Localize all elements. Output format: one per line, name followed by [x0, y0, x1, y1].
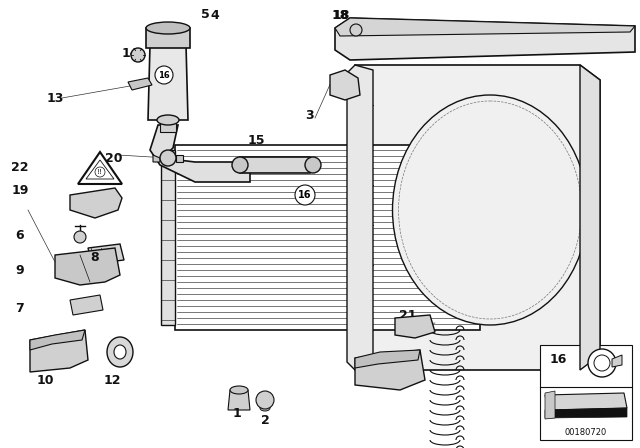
Text: 15: 15: [247, 134, 265, 146]
Polygon shape: [70, 295, 103, 315]
Polygon shape: [335, 18, 635, 36]
Polygon shape: [128, 78, 152, 90]
Polygon shape: [55, 248, 120, 285]
Text: 16: 16: [549, 353, 566, 366]
Polygon shape: [355, 350, 420, 368]
Circle shape: [588, 349, 616, 377]
Text: 12: 12: [103, 374, 121, 387]
Polygon shape: [148, 45, 188, 120]
Text: 17: 17: [435, 31, 452, 44]
Polygon shape: [161, 150, 175, 325]
Ellipse shape: [146, 22, 190, 34]
Polygon shape: [146, 28, 190, 48]
Circle shape: [160, 150, 176, 166]
Circle shape: [350, 24, 362, 36]
Polygon shape: [612, 355, 622, 367]
Circle shape: [256, 391, 274, 409]
Polygon shape: [160, 120, 176, 132]
Text: 20: 20: [105, 151, 123, 164]
Circle shape: [155, 66, 173, 84]
Polygon shape: [330, 70, 360, 100]
Polygon shape: [176, 155, 183, 162]
Polygon shape: [395, 315, 435, 338]
Text: 18: 18: [332, 9, 349, 22]
Circle shape: [131, 48, 145, 62]
Circle shape: [594, 355, 610, 371]
Ellipse shape: [114, 345, 126, 359]
Ellipse shape: [232, 157, 248, 173]
Circle shape: [74, 231, 86, 243]
Text: 22: 22: [12, 160, 29, 173]
Ellipse shape: [392, 95, 588, 325]
Text: U: U: [117, 345, 123, 351]
Polygon shape: [540, 345, 632, 440]
Ellipse shape: [157, 115, 179, 125]
Polygon shape: [86, 160, 114, 179]
Polygon shape: [355, 65, 600, 370]
Polygon shape: [30, 330, 85, 350]
Ellipse shape: [230, 386, 248, 394]
Text: 18: 18: [332, 9, 349, 22]
Text: 9: 9: [16, 263, 24, 276]
Circle shape: [295, 185, 315, 205]
Text: 5: 5: [200, 8, 209, 21]
Polygon shape: [70, 188, 122, 218]
Text: 8: 8: [91, 250, 99, 263]
Text: 7: 7: [15, 302, 24, 314]
Polygon shape: [30, 330, 88, 372]
Polygon shape: [153, 155, 160, 162]
Polygon shape: [347, 65, 373, 370]
Text: 1: 1: [232, 406, 241, 419]
Text: 10: 10: [36, 374, 54, 387]
Text: 16: 16: [158, 70, 170, 79]
Polygon shape: [545, 408, 627, 418]
Text: !!: !!: [97, 169, 103, 175]
Text: 00180720: 00180720: [565, 427, 607, 436]
Ellipse shape: [95, 167, 105, 177]
Polygon shape: [88, 244, 124, 264]
Text: 16: 16: [298, 190, 312, 200]
Polygon shape: [355, 350, 425, 390]
Text: 21: 21: [399, 309, 417, 322]
Polygon shape: [545, 393, 627, 410]
Polygon shape: [335, 18, 635, 60]
Text: 3: 3: [306, 108, 314, 121]
Polygon shape: [78, 152, 122, 184]
Ellipse shape: [260, 405, 270, 411]
Polygon shape: [150, 125, 250, 182]
Ellipse shape: [107, 337, 133, 367]
Polygon shape: [580, 65, 600, 370]
Polygon shape: [228, 390, 250, 410]
Text: 2: 2: [260, 414, 269, 426]
Text: 11: 11: [381, 369, 399, 382]
Text: 13: 13: [46, 91, 64, 104]
Polygon shape: [175, 145, 480, 330]
Polygon shape: [545, 391, 555, 419]
Text: 6: 6: [16, 228, 24, 241]
Polygon shape: [238, 157, 315, 173]
Text: 19: 19: [12, 184, 29, 197]
Text: 14: 14: [121, 47, 139, 60]
Text: 4: 4: [211, 9, 220, 22]
Ellipse shape: [305, 157, 321, 173]
